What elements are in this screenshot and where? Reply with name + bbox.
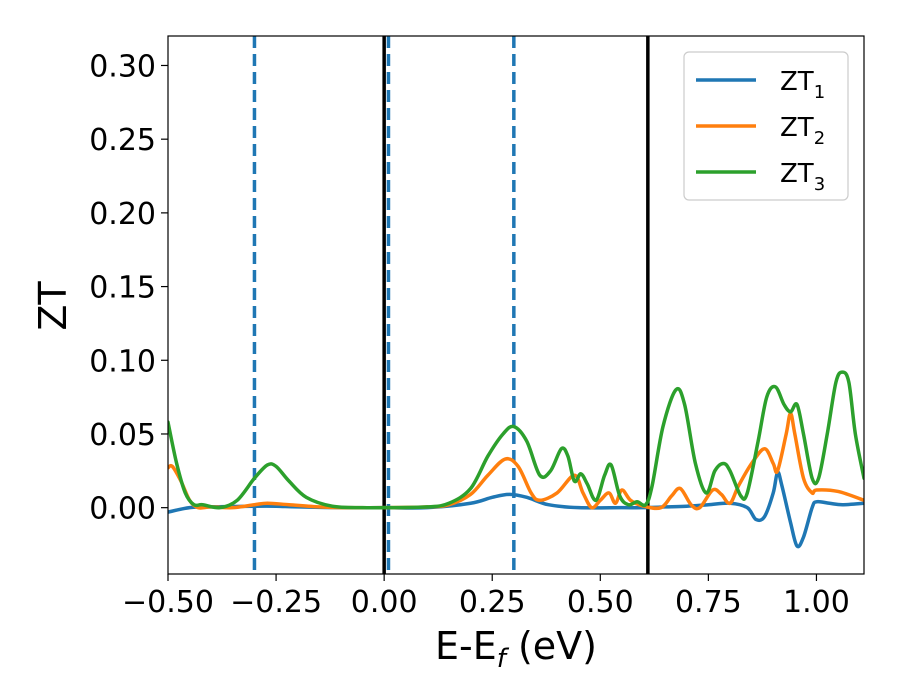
y-tick-label: 0.05: [89, 418, 156, 453]
x-tick-label: 0.75: [675, 585, 742, 620]
x-tick-label: −0.25: [230, 585, 322, 620]
legend-label-zt3: ZT3: [780, 159, 825, 195]
y-axis-label: ZT: [31, 281, 75, 331]
x-axis-ticks: −0.50 −0.25 0.00 0.25 0.50 0.75 1.00: [122, 574, 850, 620]
y-axis-ticks: 0.00 0.05 0.10 0.15 0.20 0.25 0.30: [89, 49, 168, 527]
legend-label-zt2: ZT2: [780, 113, 825, 149]
x-axis-label: E-Ef (eV): [435, 624, 597, 674]
x-tick-label: 0.00: [351, 585, 418, 620]
y-tick-label: 0.20: [89, 197, 156, 232]
plot-frame: [167, 35, 865, 575]
series-lines: [168, 370, 864, 549]
y-tick-label: 0.00: [89, 492, 156, 527]
x-tick-label: 1.00: [783, 585, 850, 620]
legend-box: [683, 51, 849, 201]
y-tick-label: 0.25: [89, 123, 156, 158]
series-line-zt1: [168, 470, 864, 549]
series-line-zt2: [168, 411, 864, 511]
x-axis-label-unit: (eV): [506, 624, 597, 668]
x-axis-label-main: E-E: [435, 624, 497, 668]
y-tick-label: 0.10: [89, 344, 156, 379]
reference-lines: [252, 36, 650, 574]
legend: ZT1 ZT2 ZT3: [683, 51, 849, 201]
x-tick-label: −0.50: [122, 585, 214, 620]
series-line-zt3: [168, 370, 864, 510]
x-tick-label: 0.25: [459, 585, 526, 620]
y-tick-label: 0.15: [89, 271, 156, 306]
y-tick-label: 0.30: [89, 49, 156, 84]
x-tick-label: 0.50: [567, 585, 634, 620]
legend-label-zt1: ZT1: [780, 67, 825, 103]
